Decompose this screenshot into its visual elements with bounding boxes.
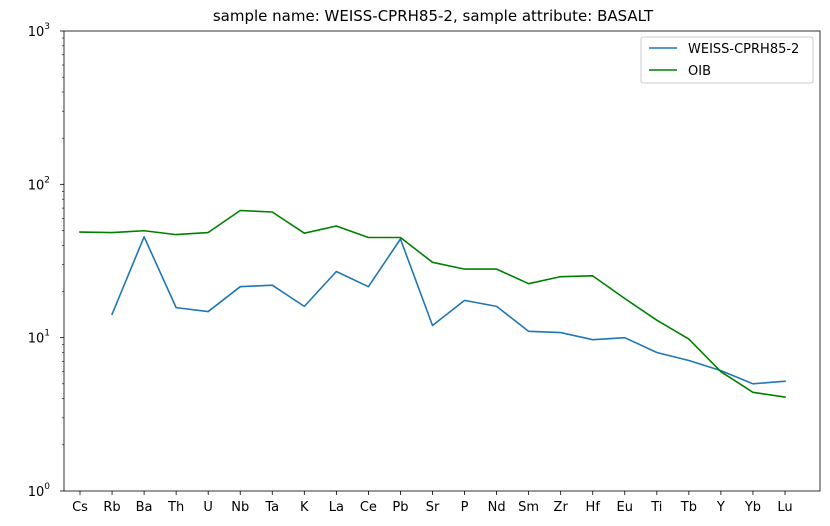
legend-label: OIB — [688, 64, 711, 79]
legend-box — [640, 36, 814, 84]
x-tick-label: Th — [167, 500, 184, 515]
x-tick-label: Hf — [586, 500, 601, 515]
x-tick-label: Tb — [680, 500, 697, 515]
series-line-0 — [111, 235, 786, 385]
x-axis: Cs Rb Ba Th U Nb Ta K La Ce Pb Sr P Nd Sm Zr Hf Eu Ti Tb Y Yb… — [72, 491, 793, 515]
chart-title: sample name: WEISS-CPRH85-2, sample attr… — [213, 7, 654, 25]
x-tick-label: Nd — [488, 500, 506, 515]
plot-area — [64, 31, 820, 491]
x-tick-label: Zr — [554, 500, 569, 515]
x-tick-label: K — [300, 500, 309, 515]
y-tick-exponent: 3 — [44, 22, 50, 32]
y-tick-exponent: 2 — [44, 175, 50, 185]
series-line-1 — [79, 209, 786, 398]
x-tick-label: Ba — [136, 500, 153, 515]
plot-frame — [63, 30, 821, 492]
x-tick-label: P — [461, 500, 469, 515]
x-tick-label: Y — [716, 500, 725, 515]
x-tick-label: Sm — [518, 500, 539, 515]
x-tick-label: Yb — [744, 500, 761, 515]
x-tick-label: Lu — [777, 500, 792, 515]
x-tick-label: U — [203, 500, 213, 515]
x-tick-label: La — [329, 500, 344, 515]
x-tick-label: Ti — [650, 500, 662, 515]
x-tick-label: Sr — [426, 500, 440, 515]
series-layer — [79, 209, 786, 398]
x-tick-label: Eu — [617, 500, 633, 515]
y-tick-exponent: 1 — [44, 329, 50, 339]
legend-label: WEISS-CPRH85-2 — [688, 42, 799, 57]
x-tick-label: Pb — [392, 500, 408, 515]
x-tick-label: Nb — [231, 500, 249, 515]
x-tick-label: Rb — [103, 500, 120, 515]
y-tick-exponent: 0 — [44, 482, 50, 492]
x-tick-label: Cs — [72, 500, 88, 515]
legend: WEISS-CPRH85-2 OIB — [640, 36, 814, 84]
x-tick-label: Ce — [360, 500, 377, 515]
x-tick-label: Ta — [264, 500, 279, 515]
